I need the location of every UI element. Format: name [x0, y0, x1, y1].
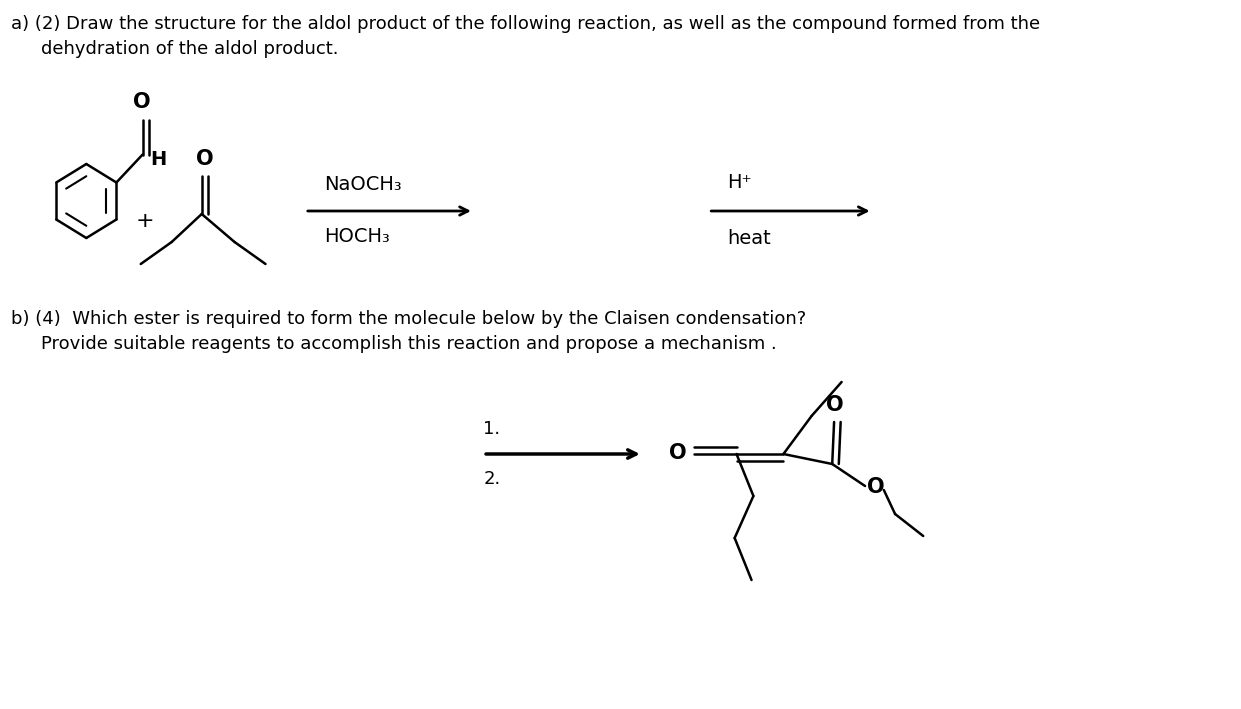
Text: Provide suitable reagents to accomplish this reaction and propose a mechanism .: Provide suitable reagents to accomplish …	[41, 335, 777, 353]
Text: O: O	[196, 149, 213, 169]
Text: a) (2) Draw the structure for the aldol product of the following reaction, as we: a) (2) Draw the structure for the aldol …	[11, 15, 1040, 33]
Text: NaOCH₃: NaOCH₃	[324, 176, 401, 194]
Text: H: H	[150, 150, 166, 169]
Text: heat: heat	[727, 230, 771, 248]
Text: 2.: 2.	[483, 470, 500, 488]
Text: +: +	[137, 211, 155, 231]
Text: 1.: 1.	[483, 420, 500, 438]
Text: O: O	[867, 477, 885, 497]
Text: O: O	[827, 395, 844, 415]
Text: O: O	[669, 443, 686, 463]
Text: H⁺: H⁺	[727, 174, 752, 193]
Text: dehydration of the aldol product.: dehydration of the aldol product.	[41, 40, 339, 58]
Text: HOCH₃: HOCH₃	[324, 228, 390, 247]
Text: b) (4)  Which ester is required to form the molecule below by the Claisen conden: b) (4) Which ester is required to form t…	[11, 310, 807, 328]
Text: O: O	[133, 92, 150, 113]
